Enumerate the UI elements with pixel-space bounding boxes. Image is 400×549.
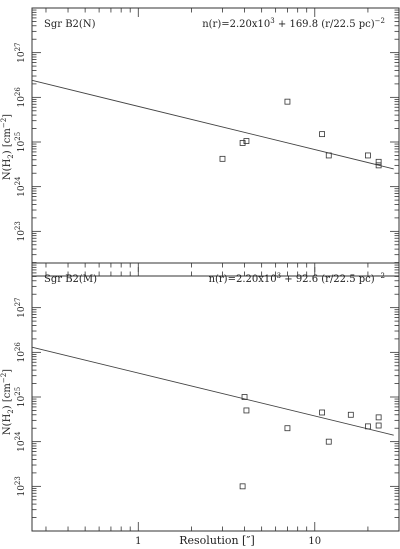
x-axis-label-group: Resolution [″] <box>179 534 255 547</box>
data-point <box>284 425 291 432</box>
x-axis-label: Resolution [″] <box>179 534 255 547</box>
data-point <box>375 414 382 421</box>
data-point <box>365 152 371 159</box>
fit-line <box>31 79 394 170</box>
plot-frame <box>31 7 400 277</box>
data-point <box>325 152 332 159</box>
panel-sgr-b2-n: 1027 1026 1025 1024 1023 N(H2) [cm−2] Sgr B2(N… <box>0 7 400 277</box>
data-point <box>325 438 332 445</box>
panel-title: Sgr B2(M) <box>44 274 97 285</box>
data-point <box>375 162 382 169</box>
y-tick-label: 1026 <box>14 342 27 363</box>
data-point <box>284 98 291 105</box>
y-tick-label: 1024 <box>14 431 27 452</box>
fit-line <box>31 346 394 436</box>
data-point <box>239 140 246 146</box>
data-point <box>243 138 250 144</box>
panel-sgr-b2-m: 1 10 1027 1026 1025 1024 1023 N(H2) [cm−2] Sgr B… <box>0 262 400 547</box>
y-tick-label: 1027 <box>14 297 27 317</box>
data-point <box>241 394 248 400</box>
data-point <box>375 422 382 429</box>
x-tick-label: 1 <box>135 536 141 547</box>
x-tick-label: 10 <box>308 536 321 547</box>
data-point <box>239 483 246 490</box>
data-point <box>319 409 325 416</box>
data-point <box>319 131 325 138</box>
data-point <box>347 411 354 418</box>
data-point <box>375 158 382 165</box>
y-tick-label: 1023 <box>14 221 27 241</box>
y-tick-label: 1025 <box>14 132 27 152</box>
data-point <box>219 155 226 162</box>
y-tick-label: 1023 <box>14 476 27 496</box>
panel-equation: n(r)=2.20x103 + 92.6 (r/22.5 pc)−2 <box>209 272 385 285</box>
plot-frame <box>31 262 400 532</box>
y-tick-label: 1024 <box>14 176 27 197</box>
y-axis-label: N(H2) [cm−2] <box>0 114 15 180</box>
y-tick-label: 1026 <box>14 87 27 108</box>
y-tick-label: 1025 <box>14 387 27 407</box>
panel-title: Sgr B2(N) <box>44 19 96 30</box>
data-point <box>365 423 371 430</box>
y-tick-label: 1027 <box>14 42 27 62</box>
panel-equation: n(r)=2.20x103 + 169.8 (r/22.5 pc)−2 <box>202 17 385 30</box>
y-axis-label: N(H2) [cm−2] <box>0 369 15 435</box>
data-point <box>243 407 250 414</box>
